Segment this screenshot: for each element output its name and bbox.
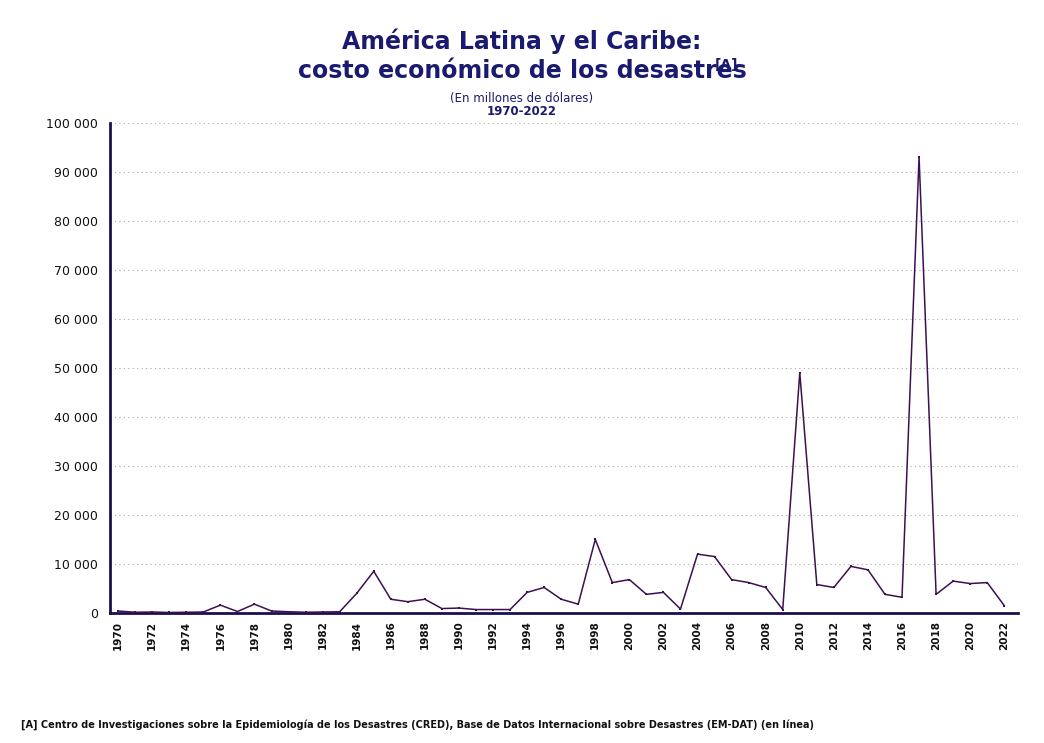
Text: costo económico de los desastres: costo económico de los desastres xyxy=(298,59,746,82)
Text: 1970-2022: 1970-2022 xyxy=(487,105,557,118)
Text: (En millones de dólares): (En millones de dólares) xyxy=(450,91,594,105)
Text: [A]: [A] xyxy=(715,59,739,72)
Text: [A] Centro de Investigaciones sobre la Epidemiología de los Desastres (CRED), Ba: [A] Centro de Investigaciones sobre la E… xyxy=(21,719,814,730)
Text: América Latina y el Caribe:: América Latina y el Caribe: xyxy=(342,28,702,53)
